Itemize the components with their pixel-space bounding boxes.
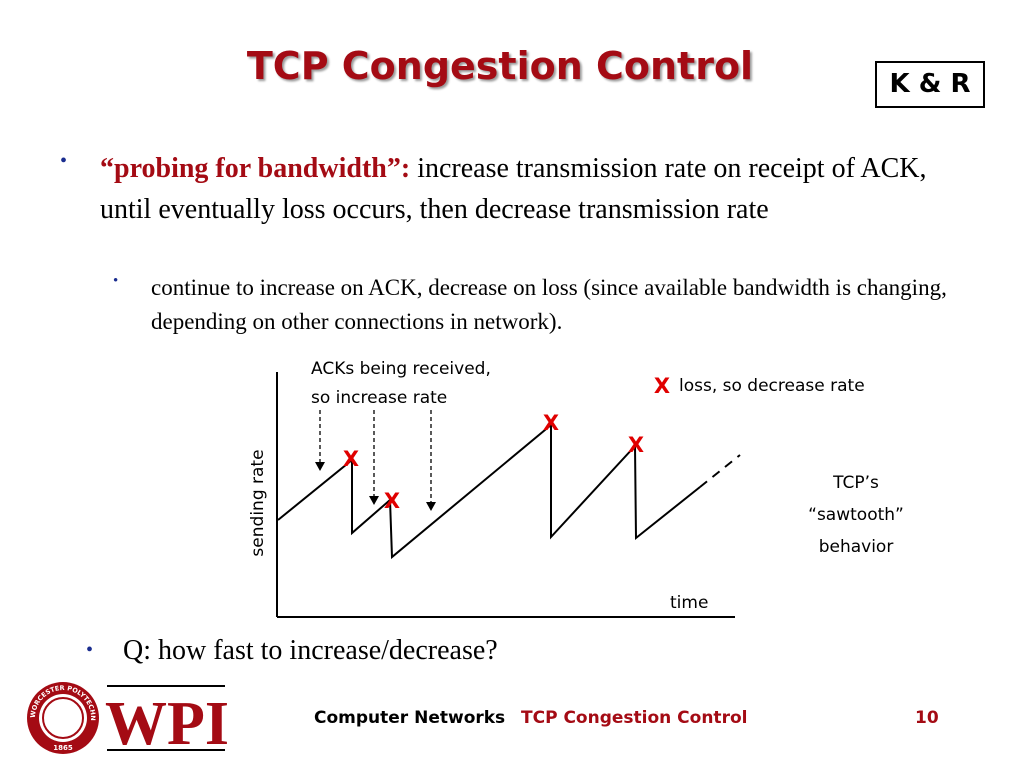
bullet-marker: • — [60, 150, 68, 172]
seal-year: 1865 — [53, 744, 73, 752]
sawtooth-continuation — [699, 454, 741, 488]
bullet-probing: • “probing for bandwidth”: increase tran… — [60, 148, 960, 230]
sub-bullet-marker: • — [113, 273, 119, 289]
ack-label-line2: so increase rate — [311, 388, 447, 408]
bullet-lead: “probing for bandwidth”: — [100, 153, 411, 184]
loss-marker: X — [628, 433, 644, 457]
loss-marker: X — [384, 489, 400, 513]
sawtooth-line — [277, 422, 701, 560]
legend-loss-marker: X — [654, 374, 670, 398]
caption-line1: TCP’s — [832, 473, 879, 493]
ack-arrowheads — [315, 462, 436, 511]
kr-badge: K & R — [875, 61, 985, 108]
arrowhead — [369, 496, 379, 505]
x-axis-label: time — [670, 593, 708, 613]
caption-line3: behavior — [819, 537, 894, 557]
loss-marker: X — [543, 411, 559, 435]
footer-topic: TCP Congestion Control — [521, 708, 748, 728]
footer-course: Computer Networks — [314, 708, 506, 728]
ack-arrows — [319, 410, 432, 502]
loss-marker: X — [343, 447, 359, 471]
y-axis-label: sending rate — [248, 449, 268, 556]
sub-bullet: • continue to increase on ACK, decrease … — [113, 271, 993, 339]
arrowhead — [315, 462, 325, 471]
bullet-text: “probing for bandwidth”: increase transm… — [100, 148, 960, 230]
arrowhead — [426, 502, 436, 511]
loss-label: loss, so decrease rate — [679, 376, 865, 396]
wpi-logo: WORCESTER POLYTECHNIC INSTITUTE 1865 WPI — [25, 680, 229, 758]
page-number: 10 — [915, 708, 939, 728]
seal-ring — [42, 697, 84, 739]
bullet-body: increase transmission rate on receipt of… — [100, 153, 927, 225]
sub-bullet-text: continue to increase on ACK, decrease on… — [151, 275, 947, 334]
slide-title: TCP Congestion Control — [246, 44, 754, 88]
bullet-marker: • — [86, 639, 94, 661]
caption-line2: “sawtooth” — [808, 505, 904, 525]
ack-label-line1: ACKs being received, — [311, 359, 491, 379]
question-text: Q: how fast to increase/decrease? — [123, 635, 498, 666]
seal-inner — [39, 694, 87, 742]
bullet-question: • Q: how fast to increase/decrease? — [86, 635, 498, 667]
logo-text: WPI — [105, 690, 229, 758]
